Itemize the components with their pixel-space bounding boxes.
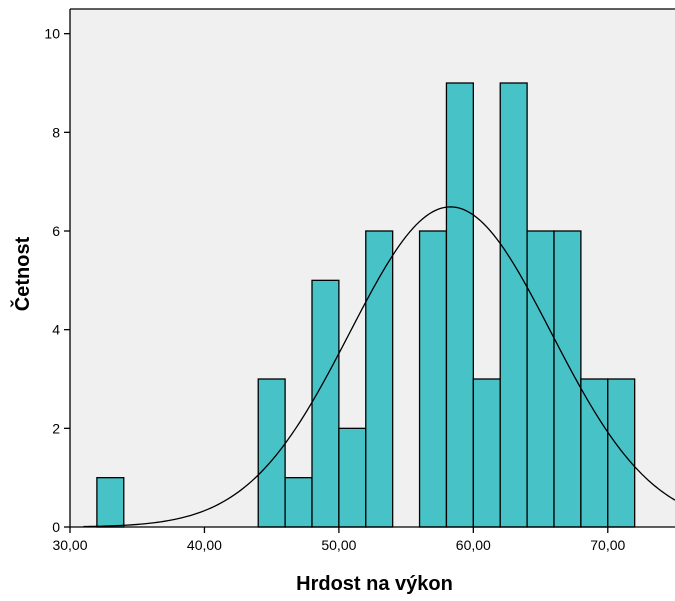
x-axis-title: Hrdost na výkon <box>296 573 453 595</box>
histogram-bar <box>284 477 313 528</box>
x-tick-label: 60,00 <box>456 537 491 553</box>
y-axis-title: Četnost <box>10 236 34 311</box>
x-tick-label: 40,00 <box>187 537 222 553</box>
histogram-bar <box>311 279 340 528</box>
y-tick-label: 6 <box>52 223 60 239</box>
x-tick-label: 30,00 <box>52 537 87 553</box>
y-tick-label: 10 <box>44 26 60 42</box>
x-tick-label: 70,00 <box>590 537 625 553</box>
histogram-bar <box>607 378 636 528</box>
axes-group: 30,00 40,00 50,00 60,00 70,00 0 2 4 6 8 10 <box>44 8 675 553</box>
histogram-bar <box>472 378 501 528</box>
normal-curve <box>83 206 675 528</box>
histogram-bar <box>499 82 528 528</box>
histogram-bar <box>257 378 286 528</box>
y-tick-label: 0 <box>52 519 60 535</box>
y-tick-label: 4 <box>52 322 60 338</box>
bars-group <box>96 82 636 528</box>
y-tick-label: 2 <box>52 420 60 436</box>
histogram-bar <box>338 427 367 528</box>
histogram-bar <box>445 82 474 528</box>
histogram-bar <box>365 230 394 528</box>
histogram-bar <box>553 230 582 528</box>
histogram-bar <box>580 378 609 528</box>
histogram-bar <box>526 230 555 528</box>
y-tick-label: 8 <box>52 124 60 140</box>
x-tick-label: 50,00 <box>321 537 356 553</box>
histogram-bar <box>418 230 448 528</box>
histogram-bar <box>96 477 125 528</box>
